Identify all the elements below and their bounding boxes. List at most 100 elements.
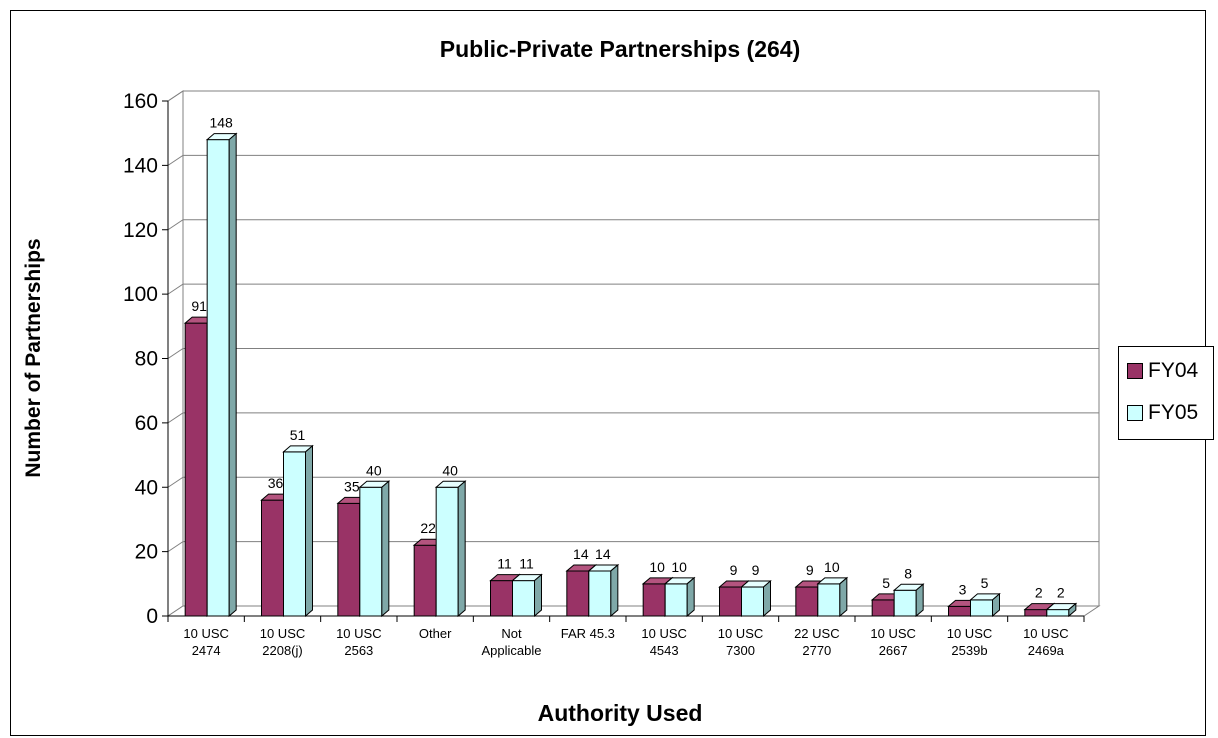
data-label-fy04: 9 <box>730 562 738 578</box>
bar-fy05 <box>1045 602 1078 618</box>
x-tick-label: 2474 <box>192 643 221 658</box>
y-tick-label: 80 <box>135 348 158 371</box>
bar-side <box>534 573 542 618</box>
chart-title: Public-Private Partnerships (264) <box>440 36 800 62</box>
bar-fy05 <box>358 480 391 618</box>
gridline <box>167 283 1099 295</box>
y-tick-label: 140 <box>123 154 158 177</box>
x-tick-label: 10 USC <box>336 626 382 641</box>
legend-item-fy04: FY04 <box>1127 359 1198 383</box>
bar-front <box>719 586 742 617</box>
x-tick-label: 7300 <box>726 643 755 658</box>
bar-front <box>435 486 459 617</box>
bar-front <box>871 599 895 617</box>
x-tick-label: Not <box>501 626 522 641</box>
bar-front <box>741 586 764 617</box>
bar-fy05 <box>663 576 696 618</box>
bar-front <box>359 486 383 617</box>
x-tick-label: 2667 <box>879 643 908 658</box>
x-tick-label: 10 USC <box>260 626 306 641</box>
bar-front <box>261 499 284 617</box>
legend-label-fy05: FY05 <box>1148 401 1199 424</box>
bars <box>183 132 1078 618</box>
gridline <box>167 348 1099 359</box>
bar-fy05 <box>282 444 314 618</box>
x-tick-label: 2208(j) <box>262 643 302 658</box>
bar-fy05 <box>892 583 925 618</box>
data-label-fy05: 9 <box>752 562 760 578</box>
y-tick-label: 120 <box>123 219 158 242</box>
data-label-fy04: 91 <box>191 298 207 314</box>
bar-fy05 <box>740 579 772 618</box>
bar-side <box>915 583 924 618</box>
data-label-fy05: 40 <box>366 462 382 478</box>
bar-fy05 <box>434 480 467 618</box>
data-label-fy05: 40 <box>442 462 458 478</box>
bar-side <box>763 579 771 618</box>
bar-fy05 <box>511 573 543 618</box>
bar-side <box>228 132 237 618</box>
x-tick-label: Other <box>419 626 452 641</box>
data-label-fy05: 10 <box>824 559 840 575</box>
x-tick-label: 10 USC <box>947 626 993 641</box>
x-axis: 10 USC 2474 10 USC 2208(j) 10 USC 2563 Other No… <box>167 615 1085 658</box>
bar-front <box>490 580 513 617</box>
bar-side <box>457 480 466 618</box>
bar-front <box>512 580 535 617</box>
data-label-fy05: 8 <box>904 565 912 581</box>
data-label-fy04: 9 <box>806 562 814 578</box>
y-tick-label: 160 <box>123 90 158 113</box>
data-label-fy04: 35 <box>344 478 360 494</box>
bar-front <box>1046 609 1070 617</box>
gridlines <box>167 90 1099 553</box>
x-tick-label: FAR 45.3 <box>561 626 615 641</box>
bar-front <box>184 322 208 617</box>
legend-swatch-fy05 <box>1127 405 1143 421</box>
x-tick-label: 4543 <box>650 643 679 658</box>
data-label-fy04: 36 <box>268 475 284 491</box>
x-tick-label: Applicable <box>482 643 542 658</box>
gridline <box>167 541 1099 553</box>
bar-front <box>664 583 688 617</box>
gridline <box>167 90 1099 102</box>
data-label-fy04: 3 <box>959 581 967 597</box>
bar-front <box>588 570 612 617</box>
bar-front <box>206 139 230 617</box>
x-tick-label: 10 USC <box>641 626 687 641</box>
y-axis: 0 20 40 60 80 100 120 140 160 <box>123 90 169 628</box>
bar-front <box>413 544 437 617</box>
bar-side <box>381 480 390 618</box>
legend: FY04 FY05 <box>1118 346 1214 440</box>
gridline <box>167 476 1099 488</box>
bar-front <box>893 589 917 617</box>
bar-front <box>817 583 841 617</box>
data-label-fy04: 14 <box>573 546 589 562</box>
x-tick-label: 2563 <box>344 643 373 658</box>
bar-side <box>686 576 695 618</box>
bar-fy05 <box>587 563 620 618</box>
bar-fy05 <box>816 576 849 618</box>
bar-side <box>992 592 1000 618</box>
data-label-fy04: 11 <box>497 556 512 572</box>
bar-front <box>642 583 666 617</box>
x-tick-label: 10 USC <box>870 626 916 641</box>
data-label-fy05: 5 <box>981 575 989 591</box>
data-label-fy05: 148 <box>209 115 233 131</box>
bar-front <box>566 570 590 617</box>
bar-front <box>948 605 971 617</box>
bar-front <box>1024 609 1048 617</box>
gridline <box>167 154 1099 166</box>
bar-side <box>305 444 313 618</box>
data-label-fy04: 22 <box>420 520 436 536</box>
data-label-fy04: 2 <box>1035 585 1043 601</box>
x-tick-label: 10 USC <box>718 626 764 641</box>
gridline <box>167 412 1099 424</box>
bar-side <box>1068 602 1077 618</box>
data-label-fy05: 11 <box>519 556 534 572</box>
x-tick-label: 22 USC <box>794 626 840 641</box>
legend-swatch-fy04 <box>1127 363 1143 379</box>
legend-label-fy04: FY04 <box>1148 359 1199 382</box>
x-tick-label: 2539b <box>951 643 987 658</box>
